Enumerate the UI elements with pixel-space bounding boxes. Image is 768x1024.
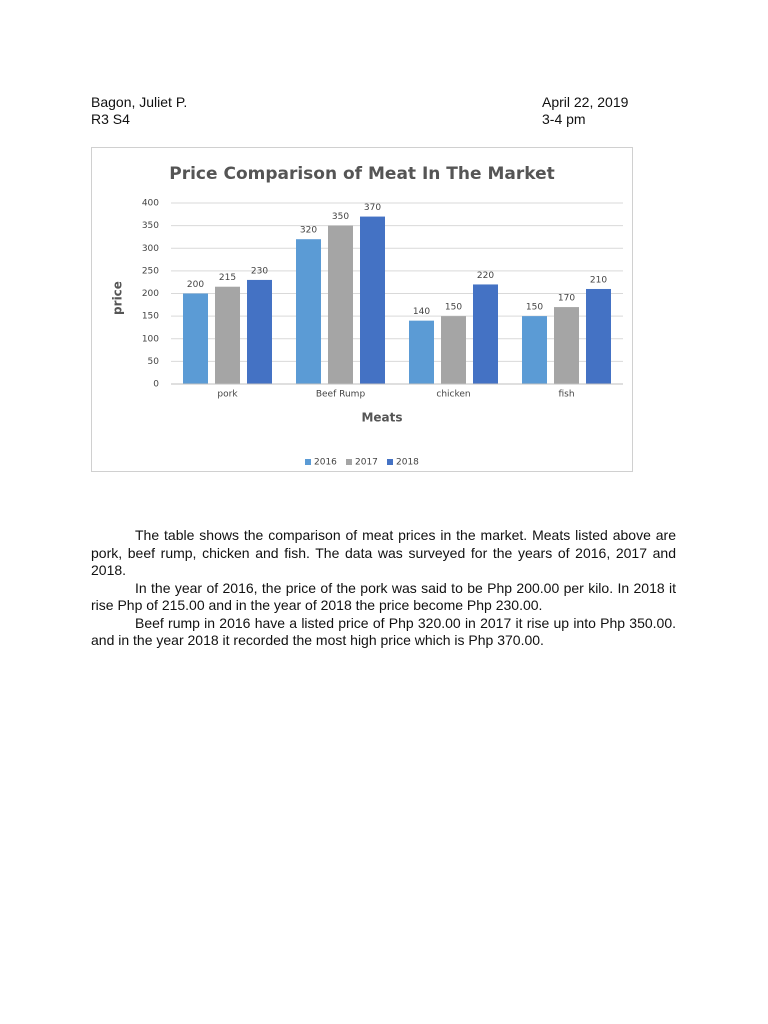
x-tick-label: chicken <box>436 390 470 400</box>
legend-label: 2018 <box>396 458 419 468</box>
y-tick-label: 300 <box>142 244 159 254</box>
body-text: The table shows the comparison of meat p… <box>91 527 676 650</box>
section: R3 S4 <box>91 111 130 127</box>
y-tick-label: 50 <box>148 357 160 367</box>
x-axis-title: Meats <box>361 411 402 425</box>
value-label: 370 <box>364 203 381 213</box>
date: April 22, 2019 <box>542 94 629 110</box>
bar <box>296 239 321 384</box>
value-label: 150 <box>526 303 543 313</box>
chart-title: Price Comparison of Meat In The Market <box>169 164 554 184</box>
value-label: 210 <box>590 275 607 285</box>
y-tick-label: 150 <box>142 312 159 322</box>
bar <box>215 286 240 384</box>
paragraph: The table shows the comparison of meat p… <box>91 527 676 578</box>
bar <box>554 307 579 384</box>
author: Bagon, Juliet P. <box>91 94 188 110</box>
value-label: 215 <box>219 273 236 283</box>
x-tick-label: fish <box>558 390 574 400</box>
bar <box>360 216 385 384</box>
value-label: 220 <box>477 271 494 281</box>
bar <box>247 279 272 384</box>
time: 3-4 pm <box>542 111 586 127</box>
y-tick-label: 250 <box>142 266 159 276</box>
value-label: 140 <box>413 307 430 317</box>
legend-swatch <box>387 459 393 465</box>
y-tick-label: 200 <box>142 289 159 299</box>
bar <box>441 316 466 384</box>
legend-label: 2017 <box>355 458 378 468</box>
bar <box>328 225 353 384</box>
x-tick-label: pork <box>217 390 238 400</box>
value-label: 230 <box>251 266 268 276</box>
y-tick-label: 400 <box>142 199 159 209</box>
x-tick-label: Beef Rump <box>316 390 366 400</box>
value-label: 200 <box>187 280 204 290</box>
y-tick-label: 350 <box>142 221 159 231</box>
legend-swatch <box>305 459 311 465</box>
chart: Price Comparison of Meat In The Market p… <box>91 147 633 472</box>
value-label: 350 <box>332 212 349 222</box>
value-label: 320 <box>300 226 317 236</box>
y-tick-label: 0 <box>153 380 159 390</box>
bar <box>473 284 498 384</box>
legend-label: 2016 <box>314 458 337 468</box>
paragraph: In the year of 2016, the price of the po… <box>91 579 676 614</box>
paragraph: Beef rump in 2016 have a listed price of… <box>91 614 676 649</box>
bar <box>183 293 208 384</box>
bar <box>409 320 434 384</box>
legend-swatch <box>346 459 352 465</box>
value-label: 170 <box>558 294 575 304</box>
y-tick-label: 100 <box>142 334 159 344</box>
value-label: 150 <box>445 303 462 313</box>
bar <box>522 316 547 384</box>
bar <box>586 288 611 384</box>
y-axis-title: price <box>111 281 125 315</box>
